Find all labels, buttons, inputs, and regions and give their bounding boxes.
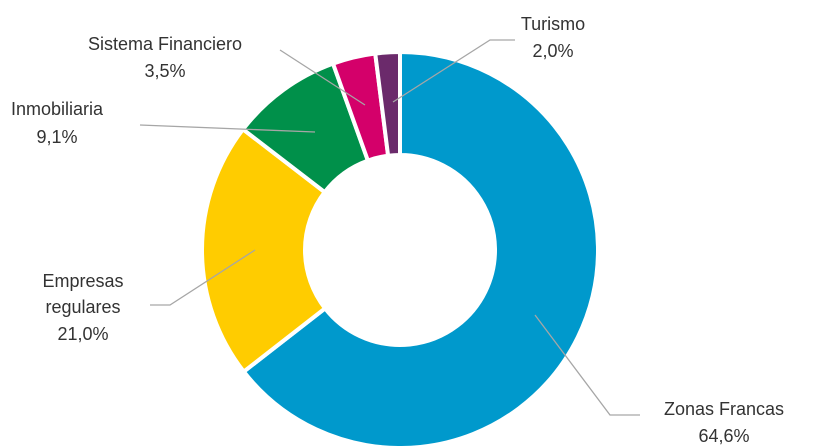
value-label: 21,0% [57,324,108,344]
category-label: Zonas Francas [664,399,784,419]
category-label: Inmobiliaria [11,99,104,119]
category-label: Turismo [521,14,585,34]
leader-line [150,249,256,306]
category-label: Empresas regulares [42,271,123,317]
category-label: Sistema Financiero [88,34,242,54]
leader-line [279,49,366,106]
donut-slice [373,50,402,158]
leader-line [534,314,640,416]
value-label: 3,5% [144,61,185,81]
value-label: 64,6% [698,426,749,446]
value-label: 2,0% [532,41,573,61]
leader-line [392,39,515,103]
donut-slice [241,50,600,446]
leader-line [139,124,316,133]
donut-slice [200,127,328,374]
value-label: 9,1% [36,127,77,147]
